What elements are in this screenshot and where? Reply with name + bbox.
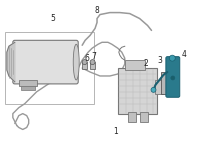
Bar <box>125 60 145 70</box>
FancyBboxPatch shape <box>13 40 78 84</box>
Circle shape <box>151 87 156 92</box>
Circle shape <box>171 76 175 80</box>
Bar <box>82 62 87 69</box>
Circle shape <box>90 60 95 65</box>
Circle shape <box>82 60 87 65</box>
Text: 2: 2 <box>143 59 148 68</box>
Text: 3: 3 <box>157 56 162 65</box>
Bar <box>140 112 148 122</box>
Circle shape <box>169 55 175 61</box>
Text: 7: 7 <box>92 52 96 61</box>
Bar <box>19 80 37 86</box>
Text: 6: 6 <box>85 54 90 63</box>
Polygon shape <box>7 42 15 82</box>
Bar <box>21 86 35 90</box>
Text: 4: 4 <box>182 50 187 59</box>
Bar <box>161 72 166 94</box>
FancyBboxPatch shape <box>166 57 180 97</box>
Text: 1: 1 <box>113 127 118 136</box>
Text: 5: 5 <box>50 14 55 23</box>
Bar <box>5 32 94 104</box>
Bar <box>90 62 95 69</box>
Bar <box>118 68 157 114</box>
Bar <box>128 112 136 122</box>
Bar <box>155 80 163 94</box>
Ellipse shape <box>73 44 79 80</box>
Text: 8: 8 <box>95 6 99 15</box>
